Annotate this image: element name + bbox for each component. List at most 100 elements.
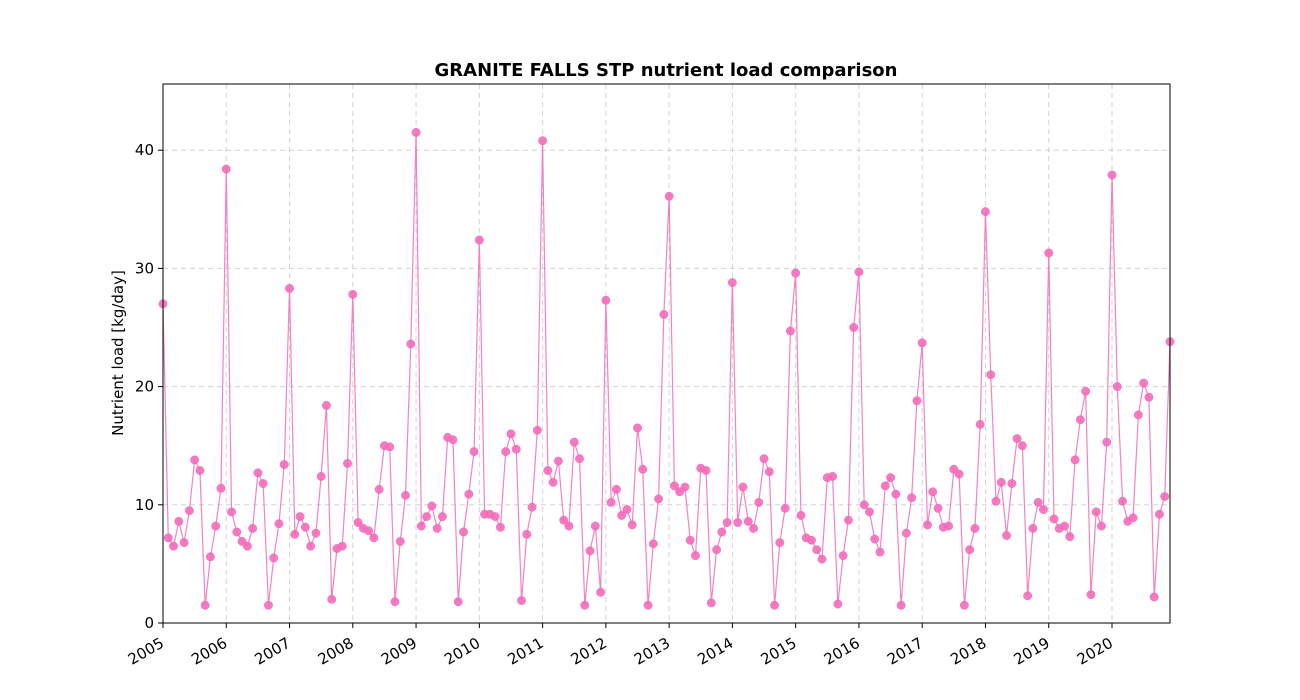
- data-point: [680, 482, 690, 492]
- data-point: [327, 594, 337, 604]
- data-point: [553, 456, 563, 466]
- data-point: [1060, 521, 1070, 531]
- data-point: [959, 600, 969, 610]
- data-point: [448, 435, 458, 445]
- data-point: [348, 289, 358, 299]
- data-point: [343, 458, 352, 468]
- data-point: [174, 516, 184, 526]
- y-tick-label: 10: [135, 496, 154, 514]
- data-point: [221, 164, 231, 174]
- data-point: [627, 520, 637, 530]
- data-point: [1065, 532, 1075, 542]
- data-point: [617, 510, 627, 520]
- data-point: [743, 516, 753, 526]
- data-point: [791, 268, 801, 278]
- data-point: [1091, 507, 1101, 517]
- data-point: [321, 401, 331, 410]
- data-point: [242, 541, 252, 551]
- data-point: [1144, 392, 1154, 402]
- series-layer: [158, 128, 1175, 610]
- data-point: [411, 128, 421, 137]
- data-point: [295, 512, 305, 522]
- data-point: [511, 444, 521, 454]
- data-point: [606, 497, 616, 507]
- data-point: [917, 338, 927, 348]
- data-point: [385, 442, 395, 452]
- x-tick-label: 2018: [947, 634, 989, 669]
- data-point: [706, 598, 716, 608]
- data-point: [1017, 441, 1027, 451]
- data-point: [1039, 505, 1048, 514]
- data-point: [886, 473, 896, 483]
- data-point: [474, 235, 484, 245]
- chart-title: GRANITE FALLS STP nutrient load comparis…: [435, 60, 898, 81]
- data-point: [253, 468, 263, 478]
- data-point: [1002, 531, 1012, 540]
- data-point: [364, 526, 374, 536]
- data-point: [1133, 410, 1143, 420]
- data-point: [712, 545, 722, 555]
- data-point: [638, 464, 648, 474]
- data-point: [859, 500, 869, 510]
- data-point: [395, 536, 405, 546]
- data-point: [685, 535, 695, 545]
- data-point: [759, 454, 769, 464]
- data-point: [596, 587, 606, 597]
- data-point: [406, 339, 416, 349]
- data-point: [1007, 479, 1017, 488]
- data-point: [865, 507, 874, 517]
- data-point: [659, 310, 669, 319]
- data-point: [290, 529, 300, 539]
- x-tick-label: 2006: [188, 634, 230, 669]
- data-point: [1155, 509, 1164, 519]
- data-point: [206, 552, 215, 562]
- data-point: [1070, 455, 1080, 465]
- data-point: [691, 551, 700, 561]
- data-point: [817, 554, 827, 564]
- data-point: [437, 512, 447, 522]
- data-point: [780, 503, 790, 513]
- data-point: [833, 599, 843, 609]
- data-point: [654, 494, 664, 504]
- data-point: [1118, 496, 1128, 506]
- plot-frame: [162, 83, 1171, 624]
- data-point: [891, 489, 901, 499]
- data-point: [200, 600, 210, 610]
- data-point: [986, 370, 996, 380]
- data-point: [501, 447, 511, 457]
- data-point: [1075, 415, 1085, 425]
- data-point: [796, 510, 806, 520]
- data-point: [601, 295, 611, 305]
- data-point: [590, 521, 600, 531]
- data-point: [1023, 591, 1033, 601]
- x-tick-label: 2012: [568, 634, 610, 669]
- data-point: [1139, 378, 1149, 388]
- data-point: [390, 597, 400, 607]
- x-tick-label: 2013: [631, 634, 673, 669]
- data-point: [306, 541, 316, 551]
- data-point: [422, 512, 432, 522]
- data-point: [1097, 521, 1106, 531]
- data-point: [923, 520, 932, 530]
- x-tick-label: 2011: [505, 634, 547, 669]
- data-point: [211, 521, 221, 531]
- data-point: [527, 502, 537, 512]
- data-point: [564, 521, 574, 531]
- data-point: [622, 505, 632, 514]
- data-point: [775, 538, 785, 548]
- data-point: [369, 533, 379, 543]
- x-tick-label: 2009: [378, 634, 420, 669]
- x-tick-label: 2008: [315, 634, 357, 669]
- data-point: [311, 528, 321, 538]
- data-point: [190, 455, 200, 465]
- data-point: [733, 518, 743, 527]
- data-point: [464, 489, 474, 499]
- data-point: [258, 479, 268, 488]
- data-point: [285, 284, 294, 293]
- data-point: [163, 533, 173, 543]
- y-tick-label: 30: [135, 259, 154, 277]
- data-point: [353, 518, 363, 527]
- data-point: [459, 527, 468, 537]
- data-point: [548, 477, 558, 487]
